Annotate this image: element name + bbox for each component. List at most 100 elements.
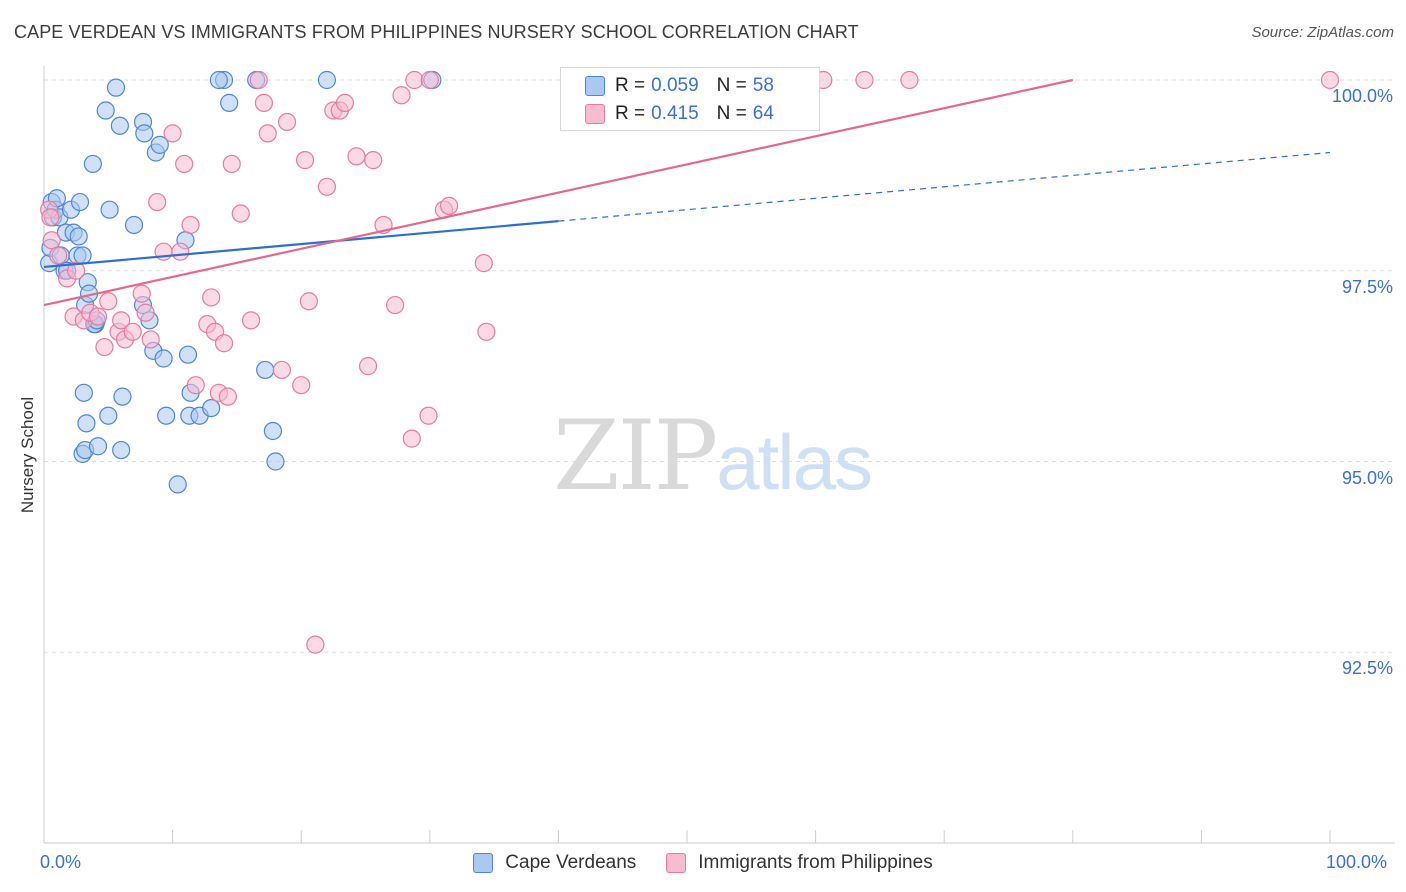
data-point — [136, 303, 155, 322]
n-value: 58 — [752, 75, 774, 96]
data-point — [100, 200, 119, 219]
data-point — [202, 398, 221, 418]
n-value: 64 — [752, 103, 774, 124]
legend-row-blue: R = 0.059 N = 58 — [585, 74, 774, 98]
series-legend: Cape Verdeans Immigrants from Philippine… — [0, 852, 1406, 874]
data-point — [209, 70, 228, 90]
data-point — [112, 440, 131, 460]
trend-line-pink — [43, 78, 1074, 307]
legend-swatch-blue — [473, 853, 494, 873]
n-label: N = — [716, 103, 747, 124]
data-point — [141, 330, 160, 349]
data-point — [385, 295, 405, 315]
data-point — [254, 93, 274, 112]
stats-legend: R = 0.059 N = 58 R = 0.415 N = 64 — [560, 67, 820, 131]
data-point — [855, 70, 874, 90]
r-value: 0.059 — [651, 75, 699, 96]
data-point — [249, 70, 268, 90]
data-point — [124, 215, 144, 235]
data-point — [220, 93, 239, 112]
data-point — [1320, 70, 1340, 90]
data-point — [150, 135, 169, 154]
data-point — [392, 86, 411, 105]
x-tick-label-max: 100.0% — [1326, 852, 1388, 872]
data-point — [168, 475, 187, 494]
data-point — [154, 349, 173, 368]
data-point — [402, 429, 421, 448]
data-point — [88, 307, 108, 326]
watermark-zip: ZIP — [553, 400, 718, 512]
data-point — [69, 227, 88, 246]
data-point — [202, 288, 221, 307]
legend-label: Immigrants from Philippines — [698, 852, 933, 873]
gridlines — [44, 79, 1395, 653]
data-point — [163, 124, 182, 143]
data-point — [96, 101, 115, 120]
data-point — [299, 292, 319, 311]
data-point — [99, 406, 118, 425]
legend-item-immigrants-from-philippines: Immigrants from Philippines — [666, 852, 933, 874]
data-point — [419, 406, 438, 425]
data-point — [74, 383, 93, 402]
y-tick-label: 92.5% — [1341, 658, 1393, 679]
legend-swatch-pink — [666, 853, 687, 873]
y-tick-label: 97.5% — [1341, 276, 1393, 297]
source-credit: Source: ZipAtlas.com — [1251, 24, 1394, 41]
data-point — [186, 376, 205, 395]
legend-swatch-pink — [585, 104, 605, 124]
legend-swatch-blue — [585, 76, 605, 96]
legend-label: Cape Verdeans — [505, 852, 637, 873]
data-point — [77, 414, 96, 433]
r-label: R = — [615, 103, 646, 124]
data-point — [67, 261, 86, 280]
r-label: R = — [615, 75, 646, 96]
data-point — [258, 124, 277, 143]
data-point — [317, 177, 337, 196]
data-point — [364, 151, 383, 170]
data-point — [420, 70, 439, 90]
trend-line-blue — [43, 220, 559, 269]
data-point — [49, 246, 68, 265]
data-point — [214, 334, 234, 353]
data-point — [335, 93, 355, 112]
chart-title: CAPE VERDEAN VS IMMIGRANTS FROM PHILIPPI… — [14, 22, 859, 42]
series-cape-verdeans — [40, 70, 442, 494]
data-point — [347, 147, 366, 166]
y-tick-label: 95.0% — [1341, 467, 1393, 488]
axes — [43, 66, 1395, 844]
data-point — [148, 192, 167, 212]
data-point — [41, 208, 60, 227]
data-point — [132, 284, 151, 303]
data-point — [110, 116, 129, 135]
data-point — [123, 322, 142, 341]
data-point — [358, 357, 378, 376]
legend-item-cape-verdeans: Cape Verdeans — [473, 852, 636, 874]
data-point — [112, 311, 131, 330]
data-point — [99, 292, 118, 311]
data-point — [477, 322, 496, 341]
data-point — [70, 192, 90, 212]
data-point — [171, 242, 190, 261]
data-point — [73, 246, 92, 265]
data-point — [295, 151, 315, 170]
r-value: 0.415 — [651, 103, 699, 124]
data-point — [292, 376, 311, 395]
series-immigrants-from-philippines — [40, 70, 1340, 654]
data-point — [256, 360, 275, 380]
data-point — [218, 387, 237, 406]
data-point — [157, 406, 176, 425]
data-point — [474, 254, 493, 273]
data-point — [317, 70, 337, 90]
data-point — [181, 215, 200, 235]
data-point — [88, 437, 108, 456]
data-point — [272, 360, 292, 380]
data-point — [231, 204, 250, 223]
data-point — [263, 421, 283, 441]
data-point — [113, 387, 132, 406]
data-point — [175, 154, 194, 174]
data-point — [277, 112, 297, 132]
data-point — [439, 196, 459, 215]
data-point — [222, 154, 241, 174]
x-tick-label-min: 0.0% — [40, 852, 82, 872]
